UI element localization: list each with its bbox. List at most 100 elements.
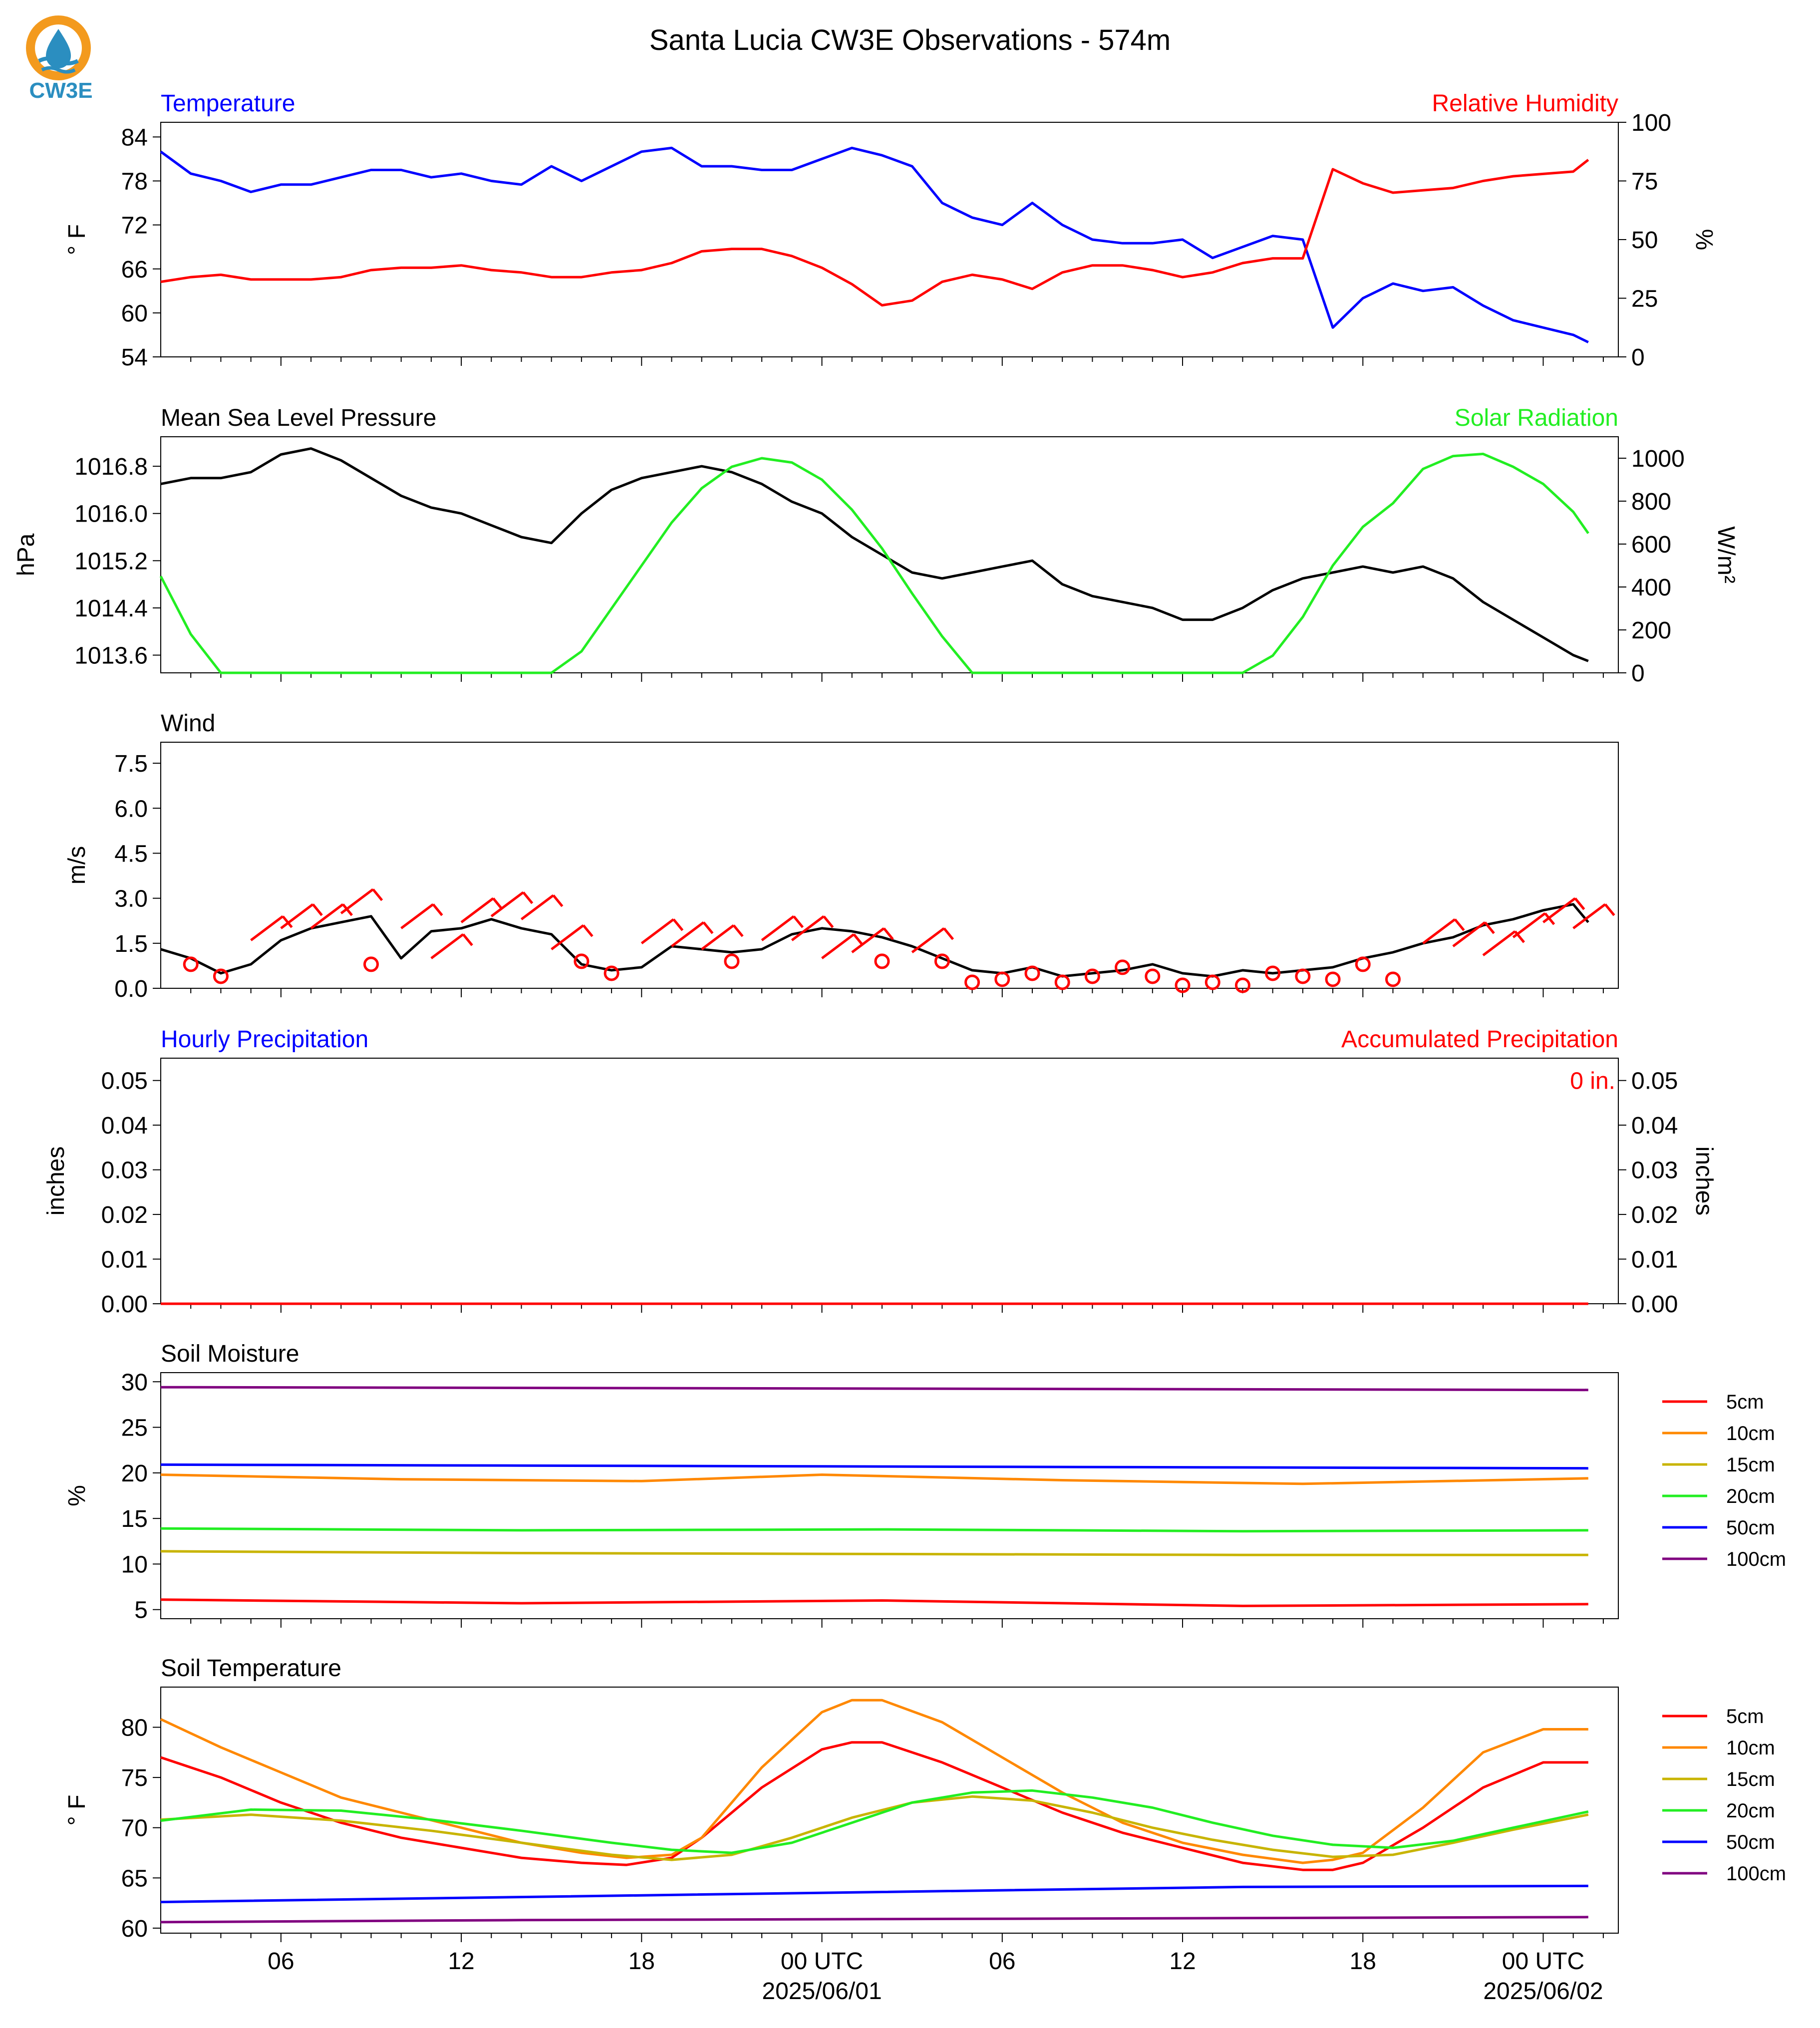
chart-panel-6: Soil Temperature 60 65 70 75 80 ° F 5cm 10cm 15cm… [64, 1655, 1786, 1942]
series-line-5cm [160, 1741, 1588, 1871]
y-tick-label: 72 [121, 213, 148, 239]
wind-calm-marker [964, 974, 980, 990]
series-line-5cm [160, 1598, 1588, 1607]
y-tick-label: 1014.4 [74, 595, 148, 622]
wind-calm-marker [724, 953, 740, 969]
y-axis-label: hPa [13, 533, 39, 576]
wind-barb-flag [1514, 930, 1525, 943]
y-tick-label: 4.5 [114, 841, 148, 867]
wind-barb-flag [311, 903, 323, 916]
wind-calm-marker [1265, 965, 1281, 981]
y-tick-label: 60 [121, 300, 148, 327]
y-axis-label: % [64, 1485, 90, 1506]
chart-panel-2: Mean Sea Level Pressure Solar Radiation 10… [13, 405, 1739, 687]
wind-barb [1482, 930, 1516, 956]
y-axis-label: ° F [64, 224, 90, 255]
wind-barb-flag [1574, 897, 1585, 910]
x-date-label: 2025/06/02 [1483, 1978, 1603, 2005]
wind-barb-flag [793, 915, 804, 928]
panel-title-right: Relative Humidity [1432, 90, 1618, 117]
legend-label: 15cm [1726, 1768, 1775, 1790]
y-tick-label-right: 25 [1631, 286, 1658, 312]
figure-title: Santa Lucia CW3E Observations - 574m [649, 24, 1171, 56]
wind-calm-marker [934, 953, 950, 969]
chart-panel-3: Wind 0.0 1.5 3.0 4.5 6.0 7.5 m/s [64, 710, 1619, 1002]
wind-calm-marker [604, 965, 619, 981]
wind-barb-flag [372, 888, 383, 901]
wind-barb [310, 903, 344, 929]
wind-barb [430, 933, 464, 959]
y-tick-label: 1.5 [114, 931, 148, 957]
y-axis-label-right: inches [1691, 1147, 1717, 1216]
wave-icon [38, 56, 79, 65]
x-tick-label: 06 [989, 1948, 1015, 1975]
wind-calm-marker [1145, 968, 1161, 984]
plot-frame [160, 1687, 1619, 1934]
wind-barb [1572, 903, 1606, 929]
x-tick-label: 00 UTC [1502, 1948, 1584, 1975]
y-axis-label-right: % [1691, 229, 1717, 251]
y-tick-label-right: 50 [1631, 227, 1658, 254]
series-line-100cm [160, 1386, 1588, 1392]
wind-barb-flag [1484, 921, 1495, 934]
wind-calm-marker [1355, 956, 1371, 972]
wind-barb [640, 918, 674, 944]
x-tick-label: 18 [1350, 1948, 1376, 1975]
y-axis-label-right: W/m² [1713, 526, 1739, 583]
series-line-2 [160, 159, 1589, 307]
y-tick-label: 54 [121, 344, 148, 371]
wind-calm-marker [1084, 968, 1100, 984]
wind-barb-flag [552, 894, 564, 907]
y-tick-label-right: 200 [1631, 617, 1671, 644]
wind-barb [1452, 921, 1486, 947]
logo-ring-icon [26, 15, 91, 80]
y-tick-label: 0.05 [101, 1068, 148, 1095]
y-tick-label-right: 0.03 [1631, 1158, 1678, 1184]
legend-label: 100cm [1726, 1863, 1786, 1885]
panel-title-left: Soil Temperature [161, 1655, 341, 1682]
legend-label: 50cm [1726, 1517, 1775, 1539]
y-tick-label: 1016.8 [74, 454, 148, 480]
wind-calm-marker [1385, 971, 1401, 987]
y-tick-label: 0.03 [101, 1158, 148, 1184]
legend-label: 5cm [1726, 1391, 1764, 1413]
y-tick-label: 0.01 [101, 1247, 148, 1273]
wind-barb-flag [943, 927, 954, 940]
wind-calm-marker [213, 968, 229, 984]
wind-calm-marker [183, 956, 199, 972]
wind-barb [761, 915, 795, 941]
y-tick-label: 1015.2 [74, 548, 148, 575]
wind-barb [280, 903, 314, 929]
wind-calm-marker [1325, 971, 1341, 987]
wind-barb-flag [282, 915, 293, 928]
series-line-10cm [160, 1473, 1588, 1485]
legend-label: 20cm [1726, 1800, 1775, 1822]
y-tick-label: 3.0 [114, 886, 148, 912]
panel-title-right: Accumulated Precipitation [1341, 1026, 1618, 1053]
wind-calm-marker [363, 956, 379, 972]
y-tick-label: 10 [121, 1551, 148, 1578]
series-line-1 [160, 447, 1589, 662]
wind-calm-marker [574, 953, 590, 969]
series-line-1 [160, 146, 1589, 343]
y-tick-label: 1013.6 [74, 643, 148, 669]
y-tick-label: 30 [121, 1369, 148, 1396]
y-tick-label: 75 [121, 1765, 148, 1791]
y-tick-label-right: 0.04 [1631, 1113, 1678, 1139]
y-tick-label-right: 75 [1631, 169, 1658, 195]
wind-barb-flag [702, 921, 714, 934]
logo-text: CW3E [29, 78, 92, 103]
series-line-100cm [160, 1916, 1588, 1924]
wind-barb-flag [823, 915, 834, 928]
wind-barb [520, 894, 554, 920]
y-tick-label: 20 [121, 1460, 148, 1487]
x-tick-label: 18 [628, 1948, 655, 1975]
y-tick-label: 15 [121, 1506, 148, 1532]
series-line-15cm [160, 1550, 1588, 1556]
y-tick-label-right: 0 [1631, 344, 1645, 371]
panel-title-right: Solar Radiation [1455, 405, 1618, 431]
wind-barb [1422, 918, 1456, 944]
legend-label: 10cm [1726, 1737, 1775, 1759]
y-axis-label: m/s [64, 846, 90, 884]
